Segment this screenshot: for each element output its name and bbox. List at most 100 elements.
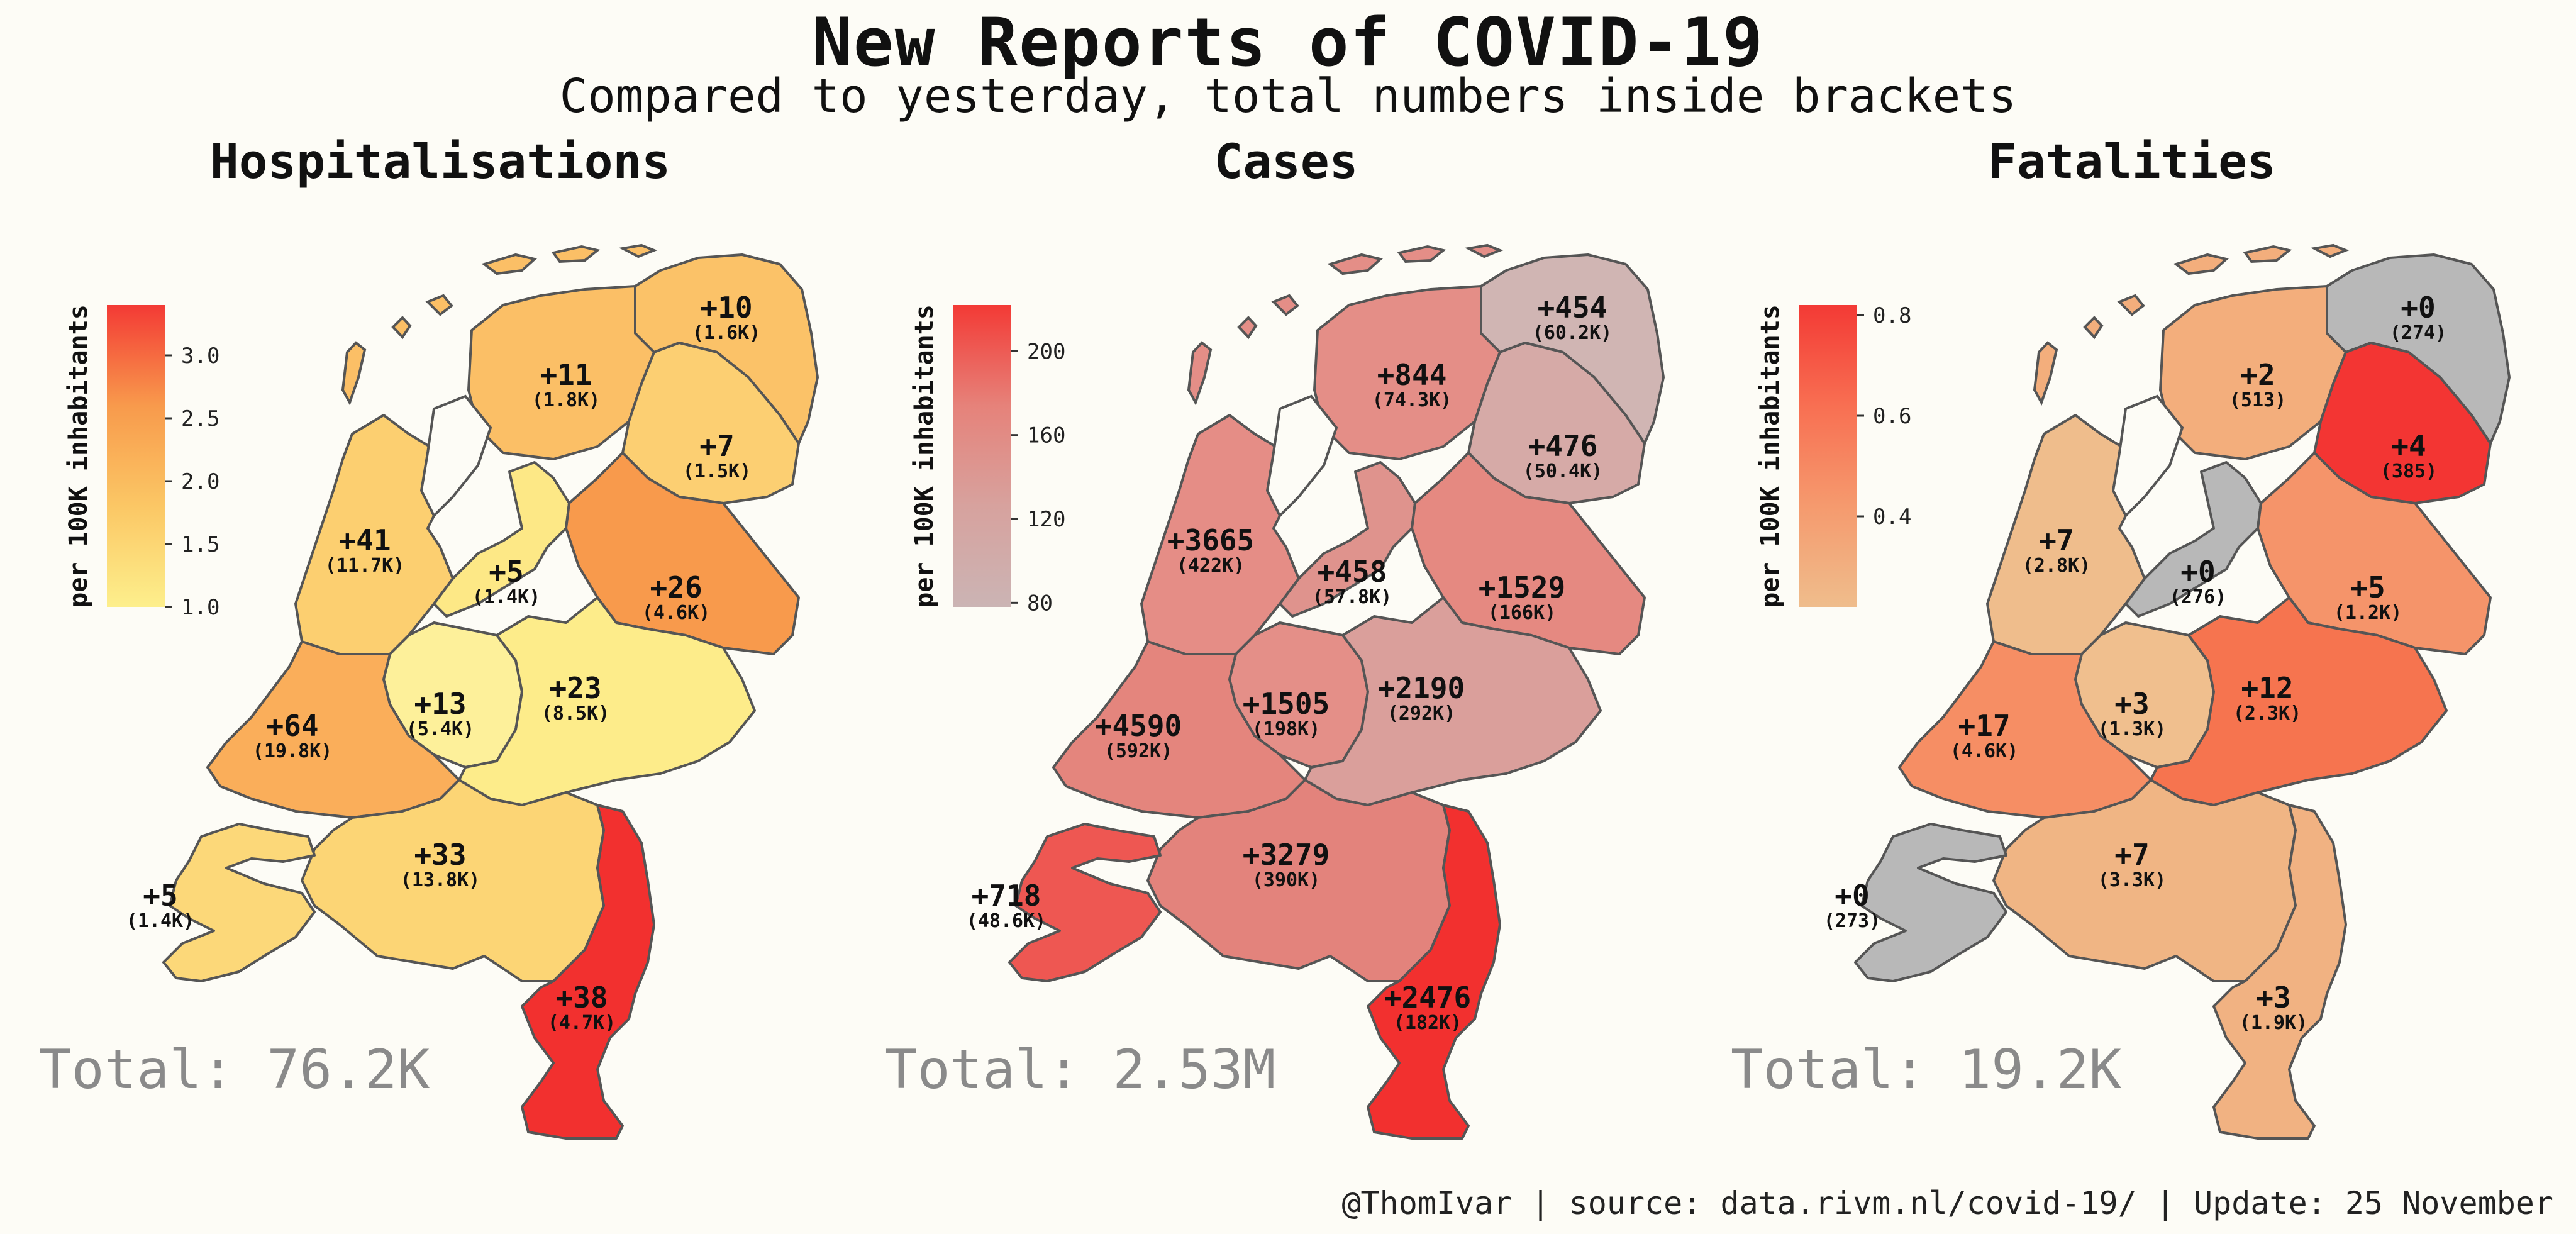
label-new-zeeland: +0 bbox=[1835, 879, 1869, 913]
label-new-flevoland: +0 bbox=[2180, 555, 2215, 589]
colorbar-tick-label: 1.0 bbox=[181, 595, 219, 620]
label-new-overijssel: +26 bbox=[650, 570, 702, 604]
label-total-zeeland: (48.6K) bbox=[967, 910, 1046, 932]
wadden-island bbox=[551, 245, 601, 264]
wadden-island bbox=[2310, 243, 2350, 258]
wadden-island bbox=[1327, 253, 1384, 275]
panel-total: Total: 19.2K bbox=[1731, 1038, 2122, 1101]
label-total-groningen: (274) bbox=[2390, 322, 2446, 344]
wadden-island bbox=[1271, 294, 1299, 316]
label-new-zeeland: +5 bbox=[143, 879, 177, 913]
label-new-zeeland: +718 bbox=[972, 879, 1041, 913]
wadden-island bbox=[618, 243, 658, 258]
colorbar bbox=[953, 305, 1011, 607]
wadden-island bbox=[391, 316, 412, 340]
label-new-flevoland: +5 bbox=[489, 555, 523, 589]
label-new-zuid-holland: +17 bbox=[1958, 709, 2010, 743]
colorbar-tick-label: 80 bbox=[1027, 591, 1053, 616]
province-zeeland bbox=[1854, 823, 2007, 982]
ijsselmeer-lake bbox=[1265, 394, 1338, 518]
label-total-flevoland: (276) bbox=[2170, 586, 2226, 608]
panel-total: Total: 2.53M bbox=[885, 1038, 1275, 1101]
colorbar-label: per 100K inhabitants bbox=[64, 304, 93, 608]
wadden-island bbox=[2173, 253, 2229, 275]
figure-title: New Reports of COVID-19 bbox=[812, 4, 1764, 81]
label-total-utrecht: (5.4K) bbox=[406, 718, 474, 740]
footer-credits: @ThomIvar | source: data.rivm.nl/covid-1… bbox=[1341, 1185, 2553, 1221]
label-new-zuid-holland: +4590 bbox=[1095, 709, 1182, 743]
panel-title-hospitalisations: Hospitalisations bbox=[209, 133, 671, 189]
colorbar-tick-label: 0.4 bbox=[1873, 504, 1911, 530]
colorbar-label: per 100K inhabitants bbox=[1756, 304, 1785, 608]
label-total-zeeland: (273) bbox=[1824, 910, 1880, 932]
label-total-limburg: (1.9K) bbox=[2240, 1012, 2307, 1034]
colorbar-tick-label: 0.8 bbox=[1873, 303, 1911, 328]
colorbar bbox=[1799, 305, 1857, 607]
label-total-noord-brabant: (390K) bbox=[1252, 869, 1320, 891]
label-new-noord-brabant: +7 bbox=[2114, 838, 2149, 872]
label-new-limburg: +3 bbox=[2256, 981, 2290, 1014]
label-total-noord-brabant: (3.3K) bbox=[2098, 869, 2166, 891]
province-drenthe bbox=[621, 342, 800, 504]
label-total-limburg: (182K) bbox=[1394, 1012, 1462, 1034]
panel-total: Total: 76.2K bbox=[39, 1038, 430, 1101]
label-total-overijssel: (1.2K) bbox=[2334, 602, 2402, 624]
label-new-friesland: +844 bbox=[1377, 358, 1447, 392]
label-new-flevoland: +458 bbox=[1318, 555, 1387, 589]
label-new-gelderland: +2190 bbox=[1378, 671, 1465, 705]
label-new-drenthe: +7 bbox=[699, 429, 734, 463]
label-total-overijssel: (166K) bbox=[1488, 602, 1556, 624]
colorbar-tick-label: 0.6 bbox=[1873, 404, 1911, 429]
label-new-drenthe: +4 bbox=[2391, 429, 2426, 463]
label-total-friesland: (513) bbox=[2229, 389, 2286, 411]
label-total-overijssel: (4.6K) bbox=[642, 602, 710, 624]
province-flevoland bbox=[1279, 461, 1416, 618]
panel-title-fatalities: Fatalities bbox=[1988, 133, 2276, 189]
province-limburg bbox=[2212, 804, 2347, 1140]
colorbar-tick-label: 200 bbox=[1027, 339, 1065, 364]
wadden-island bbox=[2117, 294, 2145, 316]
wadden-island bbox=[1187, 341, 1213, 406]
label-total-noord-holland: (422K) bbox=[1177, 555, 1245, 577]
label-new-gelderland: +12 bbox=[2241, 671, 2293, 705]
label-new-noord-holland: +41 bbox=[338, 523, 391, 557]
figure-subtitle: Compared to yesterday, total numbers ins… bbox=[559, 69, 2017, 123]
wadden-island bbox=[2243, 245, 2292, 264]
label-total-zuid-holland: (19.8K) bbox=[253, 740, 332, 762]
label-total-drenthe: (50.4K) bbox=[1523, 460, 1602, 482]
label-new-gelderland: +23 bbox=[549, 671, 601, 705]
wadden-island bbox=[481, 253, 538, 275]
label-new-groningen: +0 bbox=[2401, 291, 2435, 325]
label-new-utrecht: +1505 bbox=[1243, 687, 1330, 721]
ijsselmeer-lake bbox=[419, 394, 492, 518]
label-new-noord-brabant: +3279 bbox=[1243, 838, 1330, 872]
province-gelderland bbox=[458, 596, 756, 806]
province-flevoland bbox=[433, 461, 570, 618]
colorbar-tick-label: 160 bbox=[1027, 423, 1065, 448]
province-zeeland bbox=[162, 823, 316, 982]
label-total-drenthe: (1.5K) bbox=[683, 460, 751, 482]
label-total-zuid-holland: (4.6K) bbox=[1950, 740, 2018, 762]
wadden-island bbox=[1397, 245, 1446, 264]
label-new-overijssel: +1529 bbox=[1479, 570, 1565, 604]
label-total-noord-holland: (2.8K) bbox=[2023, 555, 2090, 577]
province-zeeland bbox=[1008, 823, 1162, 982]
label-new-limburg: +2476 bbox=[1384, 981, 1471, 1014]
wadden-island bbox=[2083, 316, 2104, 340]
label-new-noord-holland: +7 bbox=[2039, 523, 2074, 557]
wadden-island bbox=[1237, 316, 1258, 340]
label-total-friesland: (74.3K) bbox=[1372, 389, 1452, 411]
province-gelderland bbox=[2150, 596, 2448, 806]
label-total-utrecht: (198K) bbox=[1252, 718, 1320, 740]
label-new-drenthe: +476 bbox=[1528, 429, 1598, 463]
label-total-noord-brabant: (13.8K) bbox=[401, 869, 480, 891]
label-total-drenthe: (385) bbox=[2380, 460, 2437, 482]
label-total-friesland: (1.8K) bbox=[532, 389, 600, 411]
label-new-friesland: +11 bbox=[540, 358, 592, 392]
colorbar-tick-label: 2.5 bbox=[181, 406, 219, 431]
label-new-overijssel: +5 bbox=[2350, 570, 2385, 604]
label-total-flevoland: (1.4K) bbox=[472, 586, 540, 608]
label-total-zeeland: (1.4K) bbox=[126, 910, 194, 932]
